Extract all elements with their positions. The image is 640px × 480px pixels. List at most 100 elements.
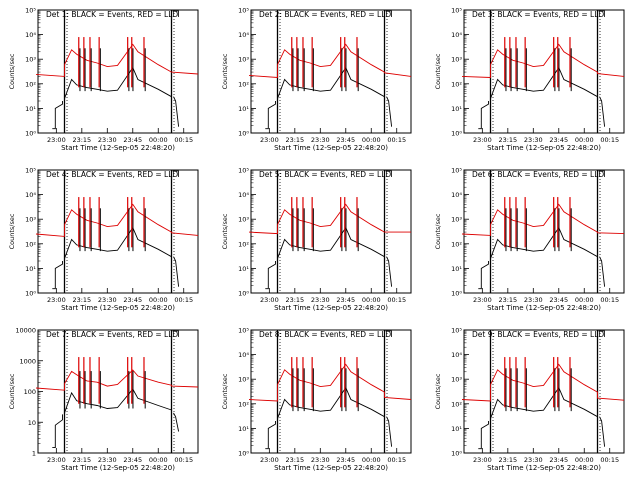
x-axis-label: Start Time (12-Sep-05 22:48:20): [274, 304, 388, 312]
x-tick-label: 23:00: [47, 296, 66, 304]
x-tick-label: 23:30: [311, 296, 330, 304]
y-tick-label: 10⁰: [451, 290, 462, 298]
events-series-line: [599, 96, 606, 127]
y-tick-label: 10²: [25, 80, 36, 88]
x-tick-label: 23:00: [260, 136, 279, 144]
x-tick-label: 23:15: [72, 136, 91, 144]
plot-frame: [37, 169, 199, 294]
x-tick-label: 23:15: [72, 296, 91, 304]
y-tick-label: 10²: [451, 240, 462, 248]
x-axis-label: Start Time (12-Sep-05 22:48:20): [487, 304, 601, 312]
x-axis-label: Start Time (12-Sep-05 22:48:20): [61, 144, 175, 152]
x-tick-label: 00:00: [575, 136, 594, 144]
y-tick-label: 10¹: [238, 425, 249, 433]
y-tick-label: 10⁴: [451, 191, 462, 199]
y-tick-label: 10⁴: [451, 351, 462, 359]
x-tick-label: 00:00: [362, 456, 381, 464]
events-series-line: [173, 412, 180, 432]
x-axis-label: Start Time (12-Sep-05 22:48:20): [274, 464, 388, 472]
end-bracket: [172, 170, 179, 177]
y-tick-label: 10³: [238, 216, 249, 224]
panel-title: Det 7: BLACK = Events, RED = LLD: [46, 330, 178, 339]
panel-det-8: Det 8: BLACK = Events, RED = LLD 10⁰ 10¹ 10…: [221, 327, 412, 472]
end-bracket: [385, 330, 392, 337]
plot-frame: [463, 169, 625, 294]
panel-det-1: Det 1: BLACK = Events, RED = LLD 10⁰ 10¹ 10…: [8, 7, 199, 152]
x-tick-label: 00:00: [149, 456, 168, 464]
panel-title: Det 3: BLACK = Events, RED = LLD: [472, 10, 604, 19]
y-tick-label: 10⁰: [25, 130, 36, 138]
panel-det-2: Det 2: BLACK = Events, RED = LLD 10⁰ 10¹ 10…: [221, 7, 412, 152]
y-tick-label: 10⁴: [25, 31, 36, 39]
x-axis-label: Start Time (12-Sep-05 22:48:20): [487, 144, 601, 152]
x-tick-label: 23:45: [123, 296, 142, 304]
y-tick-label: 10³: [25, 56, 36, 64]
panel-det-5: Det 5: BLACK = Events, RED = LLD 10⁰ 10¹ 10…: [221, 167, 412, 312]
plot-frame: [463, 9, 625, 134]
x-tick-label: 23:45: [549, 456, 568, 464]
y-axis-label: Counts/sec: [8, 53, 16, 89]
events-series-line: [386, 256, 393, 287]
x-tick-label: 23:30: [524, 456, 543, 464]
lld-series-line: [35, 43, 199, 77]
x-tick-label: 23:00: [260, 456, 279, 464]
y-tick-label: 10⁴: [25, 191, 36, 199]
y-tick-label: 10²: [451, 80, 462, 88]
y-tick-label: 10³: [238, 56, 249, 64]
y-axis-label: Counts/sec: [8, 373, 16, 409]
events-series-line: [52, 414, 63, 449]
panel-title: Det 8: BLACK = Events, RED = LLD: [259, 330, 391, 339]
plot-frame: [463, 329, 625, 454]
panel-title: Det 4: BLACK = Events, RED = LLD: [46, 170, 178, 179]
end-bracket: [385, 170, 392, 177]
x-tick-label: 23:00: [473, 456, 492, 464]
x-tick-label: 23:30: [98, 296, 117, 304]
x-tick-label: 00:15: [174, 136, 193, 144]
y-tick-label: 10²: [25, 240, 36, 248]
plot-frame: [250, 169, 412, 294]
y-tick-label: 10³: [451, 216, 462, 224]
y-tick-label: 10³: [25, 216, 36, 224]
x-axis-label: Start Time (12-Sep-05 22:48:20): [487, 464, 601, 472]
x-tick-label: 00:00: [575, 456, 594, 464]
x-axis-label: Start Time (12-Sep-05 22:48:20): [274, 144, 388, 152]
y-tick-label: 10⁰: [25, 290, 36, 298]
x-tick-label: 00:15: [600, 456, 619, 464]
events-series-line: [599, 416, 606, 447]
y-tick-label: 10⁴: [238, 31, 249, 39]
x-tick-label: 00:00: [149, 136, 168, 144]
y-tick-label: 10⁴: [451, 31, 462, 39]
x-axis-label: Start Time (12-Sep-05 22:48:20): [61, 304, 175, 312]
y-tick-label: 10³: [238, 376, 249, 384]
y-tick-label: 10¹: [25, 265, 36, 273]
y-axis-label: Counts/sec: [8, 213, 16, 249]
x-tick-label: 23:45: [336, 456, 355, 464]
y-tick-label: 1000: [19, 357, 36, 365]
x-tick-label: 23:15: [498, 456, 517, 464]
x-tick-label: 23:00: [260, 296, 279, 304]
events-series-line: [265, 261, 276, 290]
x-tick-label: 00:00: [149, 296, 168, 304]
panel-det-9: Det 9: BLACK = Events, RED = LLD 10⁰ 10¹ 10…: [434, 327, 625, 472]
x-tick-label: 23:45: [336, 136, 355, 144]
panel-det-4: Det 4: BLACK = Events, RED = LLD 10⁰ 10¹ 10…: [8, 167, 199, 312]
y-axis-label: Counts/sec: [221, 373, 229, 409]
x-tick-label: 23:30: [524, 296, 543, 304]
x-tick-label: 23:15: [72, 456, 91, 464]
x-tick-label: 23:00: [47, 136, 66, 144]
plot-frame: [250, 329, 412, 454]
panel-det-3: Det 3: BLACK = Events, RED = LLD 10⁰ 10¹ 10…: [434, 7, 625, 152]
end-bracket: [385, 10, 392, 17]
y-tick-label: 10³: [451, 56, 462, 64]
y-tick-label: 10¹: [238, 105, 249, 113]
events-series-line: [173, 96, 180, 127]
y-tick-label: 10¹: [451, 265, 462, 273]
x-tick-label: 23:00: [473, 296, 492, 304]
x-axis-label: Start Time (12-Sep-05 22:48:20): [61, 464, 175, 472]
panel-det-7: Det 7: BLACK = Events, RED = LLD 1 10 100 10…: [8, 327, 199, 472]
y-tick-label: 10¹: [451, 425, 462, 433]
x-tick-label: 00:15: [387, 136, 406, 144]
events-series-line: [386, 416, 393, 447]
y-tick-label: 10⁴: [238, 191, 249, 199]
